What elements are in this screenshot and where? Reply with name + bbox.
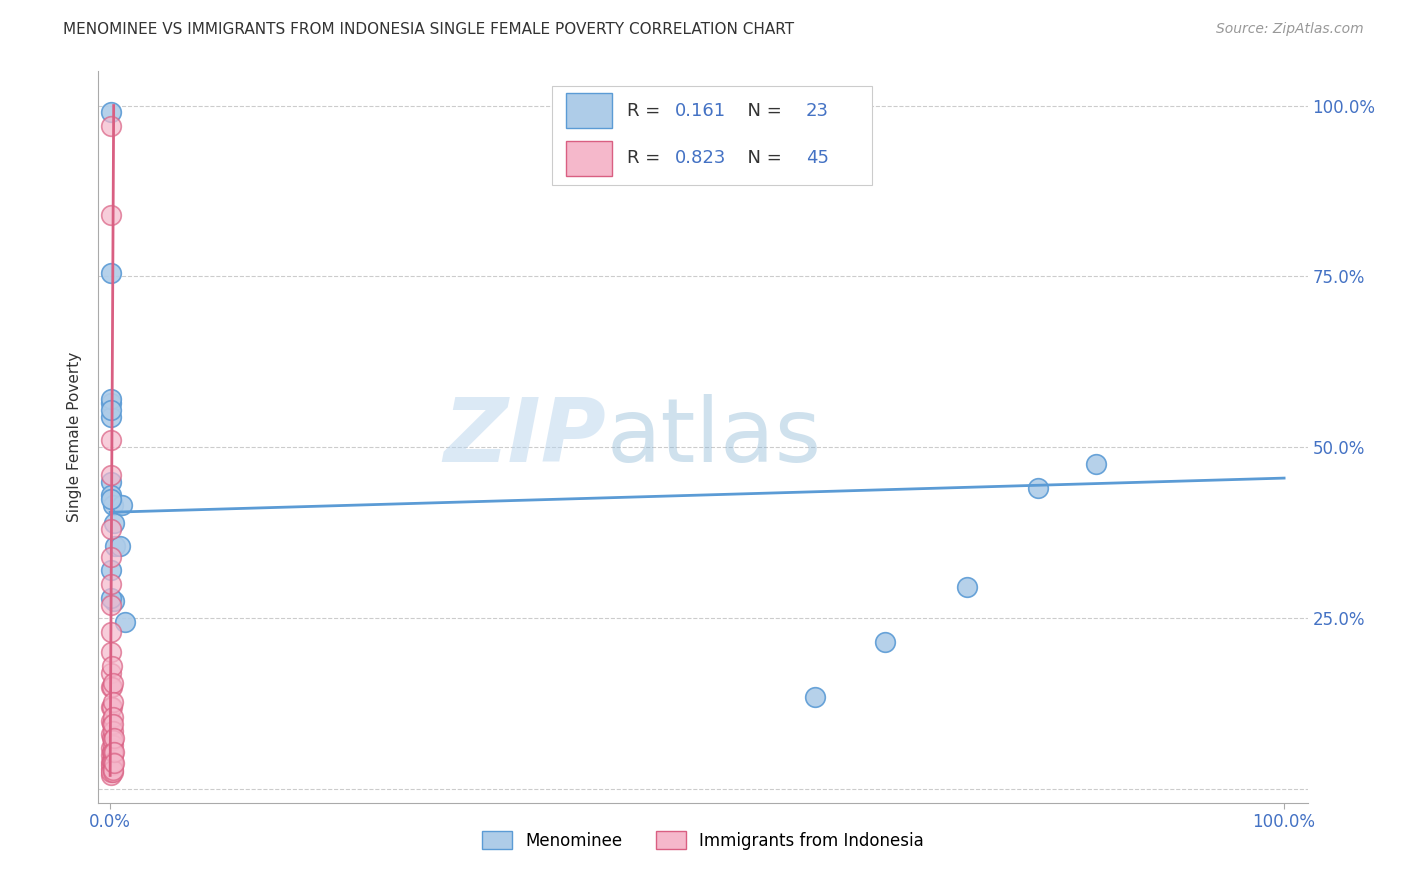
Point <box>100 765 122 780</box>
Point <box>101 676 124 690</box>
Point <box>101 680 124 694</box>
Point <box>101 724 124 739</box>
Point <box>101 717 124 731</box>
Text: atlas: atlas <box>606 393 821 481</box>
Text: 45: 45 <box>806 149 828 167</box>
Text: N =: N = <box>735 102 787 120</box>
Point <box>100 645 122 659</box>
Point <box>104 540 127 554</box>
Point <box>101 732 124 747</box>
Text: Source: ZipAtlas.com: Source: ZipAtlas.com <box>1216 22 1364 37</box>
Point <box>103 756 125 771</box>
Point <box>100 488 122 502</box>
Point <box>1026 481 1049 495</box>
Point <box>100 266 122 280</box>
Point <box>100 755 122 769</box>
Point <box>100 577 122 591</box>
Point <box>100 491 122 506</box>
FancyBboxPatch shape <box>567 141 613 176</box>
Point <box>103 745 125 759</box>
Point <box>100 105 122 120</box>
Point <box>100 665 122 680</box>
Text: 23: 23 <box>806 102 828 120</box>
Point <box>100 409 122 424</box>
Point <box>101 659 124 673</box>
Point <box>101 755 124 769</box>
Point <box>101 499 124 513</box>
Point <box>114 615 136 629</box>
Text: ZIP: ZIP <box>443 393 606 481</box>
Text: R =: R = <box>627 149 666 167</box>
Point <box>101 765 124 780</box>
Point <box>956 581 979 595</box>
Point <box>100 598 122 612</box>
Point <box>100 396 122 410</box>
Point <box>101 758 124 772</box>
Point <box>100 402 122 417</box>
Point <box>103 516 125 530</box>
Point <box>100 522 122 536</box>
Point <box>103 731 125 745</box>
Point <box>873 635 896 649</box>
Point <box>100 208 122 222</box>
Point <box>100 549 122 564</box>
Point <box>101 755 124 769</box>
Point <box>100 714 122 728</box>
Point <box>100 119 122 133</box>
Point <box>100 700 122 714</box>
Point <box>100 392 122 407</box>
Point <box>100 758 122 772</box>
FancyBboxPatch shape <box>551 86 872 185</box>
Text: MENOMINEE VS IMMIGRANTS FROM INDONESIA SINGLE FEMALE POVERTY CORRELATION CHART: MENOMINEE VS IMMIGRANTS FROM INDONESIA S… <box>63 22 794 37</box>
Point <box>100 727 122 741</box>
Point <box>108 540 131 554</box>
Point <box>100 741 122 756</box>
Point <box>100 434 122 448</box>
Point <box>803 690 825 704</box>
Point <box>100 475 122 489</box>
Point <box>111 499 134 513</box>
Point <box>101 738 124 752</box>
Point <box>100 747 122 762</box>
Text: R =: R = <box>627 102 666 120</box>
Point <box>101 710 124 724</box>
Point <box>1085 458 1108 472</box>
Y-axis label: Single Female Poverty: Single Female Poverty <box>67 352 83 522</box>
Point <box>100 591 122 605</box>
Point <box>101 731 124 745</box>
Legend: Menominee, Immigrants from Indonesia: Menominee, Immigrants from Indonesia <box>475 824 931 856</box>
Point <box>101 717 124 731</box>
Text: 0.161: 0.161 <box>675 102 727 120</box>
Point <box>100 563 122 577</box>
Point <box>100 768 122 782</box>
FancyBboxPatch shape <box>567 93 613 128</box>
Point <box>103 594 125 608</box>
Point <box>101 745 124 759</box>
Point <box>100 624 122 639</box>
Point <box>101 745 124 759</box>
Text: N =: N = <box>735 149 787 167</box>
Point <box>100 467 122 482</box>
Point <box>101 747 124 762</box>
Point <box>100 680 122 694</box>
Point <box>101 700 124 714</box>
Point <box>101 763 124 777</box>
Point <box>101 695 124 709</box>
Text: 0.823: 0.823 <box>675 149 727 167</box>
Point <box>100 762 122 776</box>
